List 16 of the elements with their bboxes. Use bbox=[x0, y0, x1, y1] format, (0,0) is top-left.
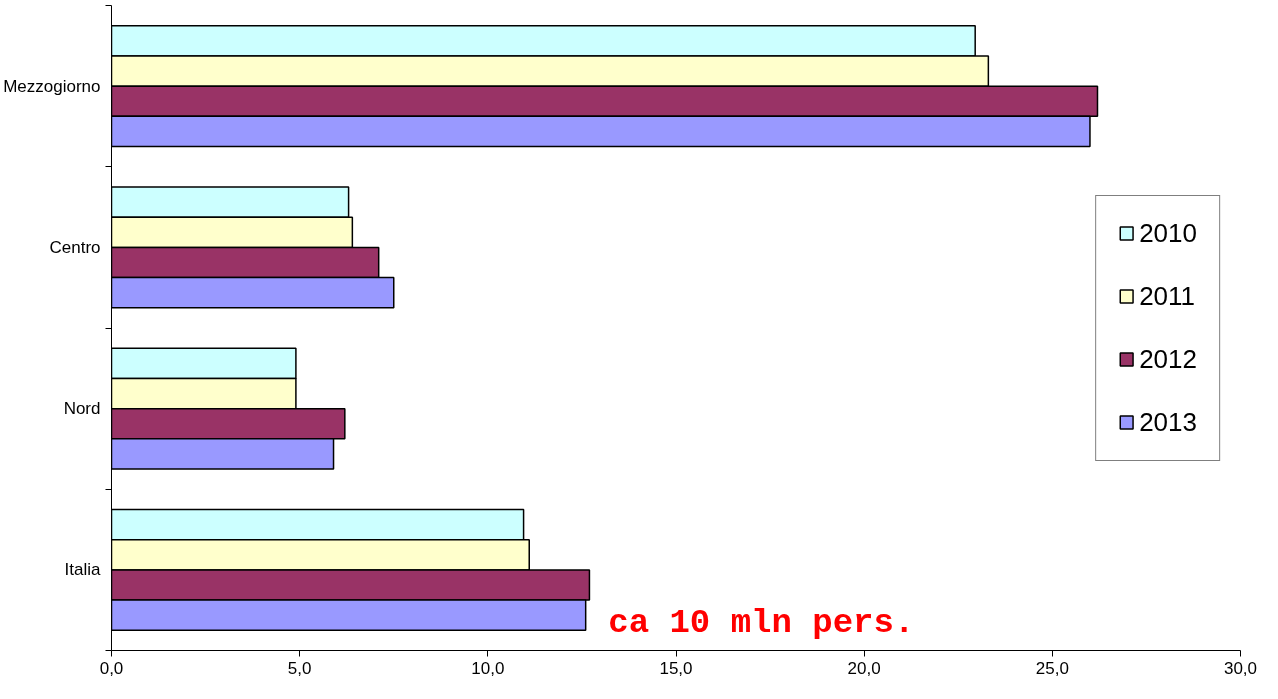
x-tick-label: 20,0 bbox=[847, 658, 881, 678]
legend-label: 2013 bbox=[1139, 406, 1197, 438]
x-tick-label: 5,0 bbox=[287, 658, 312, 678]
y-tick-label: Nord bbox=[63, 399, 101, 419]
y-tick-label: Centro bbox=[49, 237, 101, 257]
legend-label: 2012 bbox=[1139, 343, 1197, 375]
legend-label: 2010 bbox=[1139, 217, 1197, 249]
x-tick-label: 15,0 bbox=[659, 658, 693, 678]
x-tick-label: 10,0 bbox=[471, 658, 505, 678]
annotation: ca 10 mln pers. bbox=[608, 604, 915, 643]
x-tick-label: 25,0 bbox=[1035, 658, 1069, 678]
y-tick-label: Italia bbox=[64, 560, 102, 580]
x-tick-label: 30,0 bbox=[1223, 658, 1258, 678]
x-tick-label: 0,0 bbox=[99, 658, 124, 678]
legend-label: 2011 bbox=[1139, 280, 1196, 312]
y-tick-label: Mezzogiorno bbox=[3, 76, 101, 96]
